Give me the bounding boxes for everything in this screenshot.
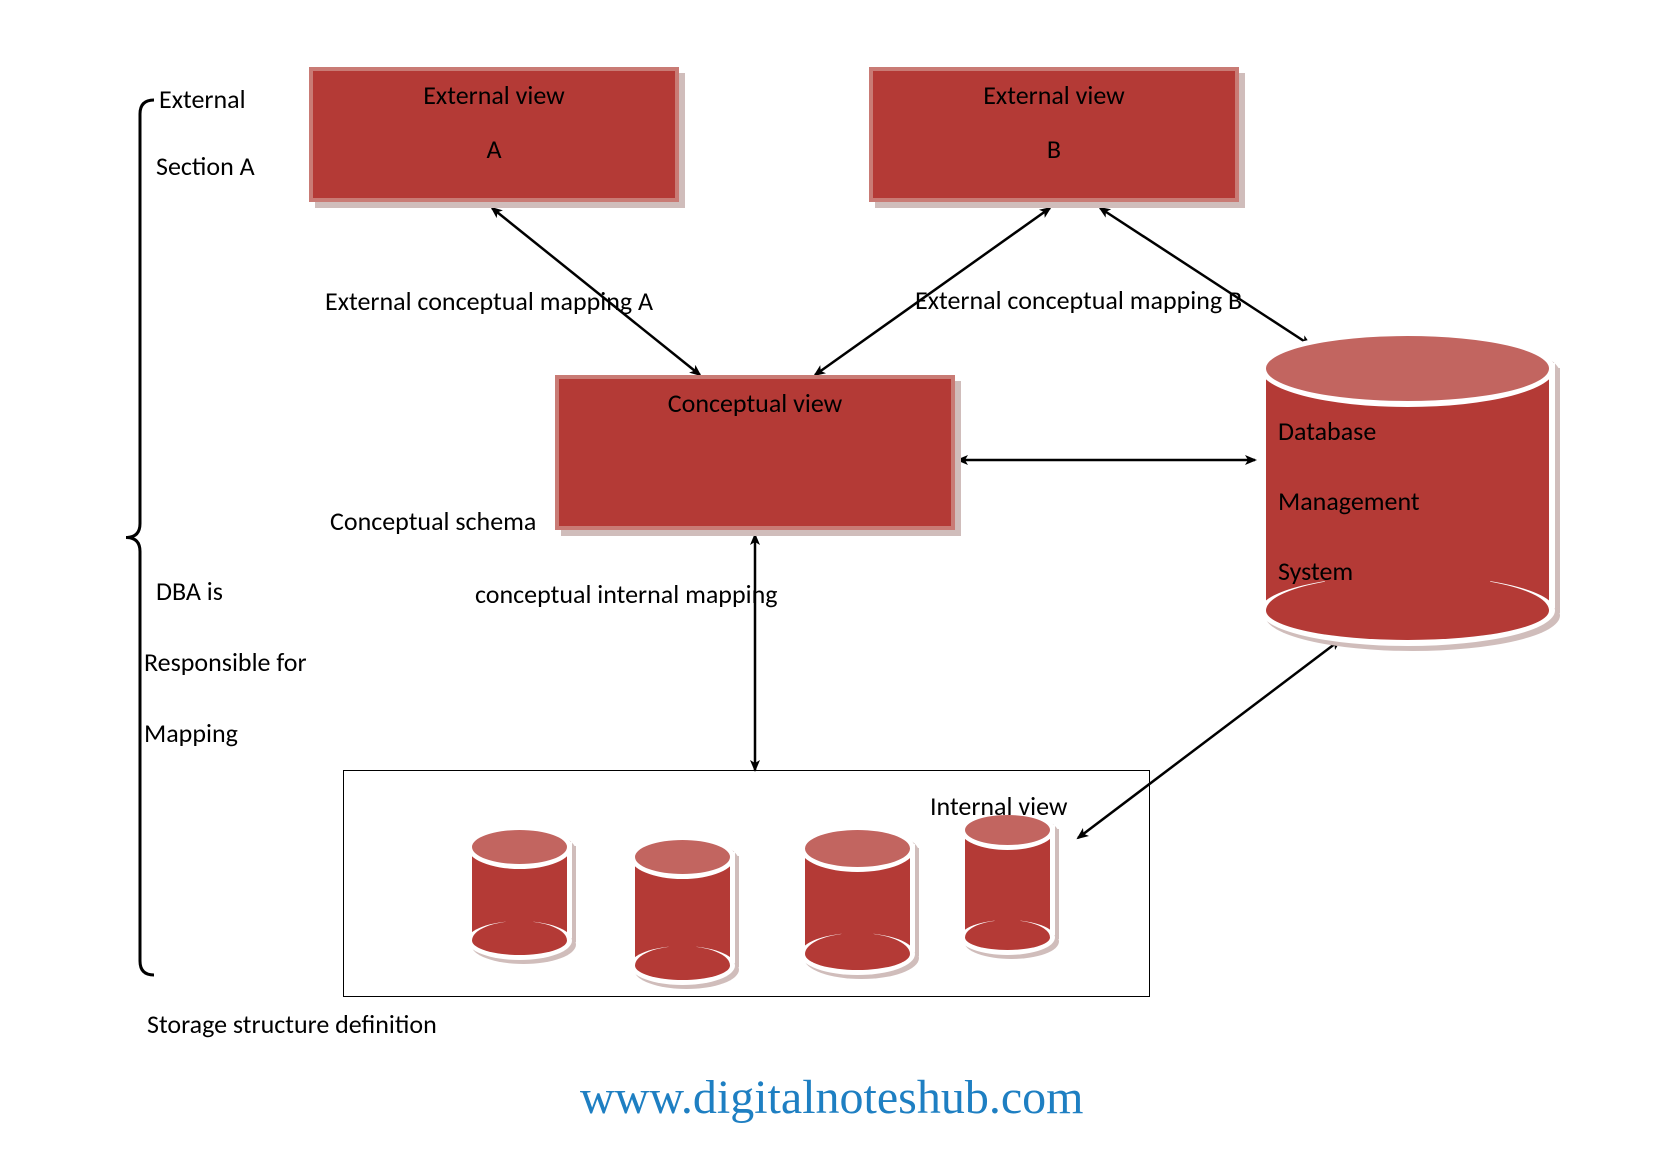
label-ext-map-a: External conceptual mapping A	[325, 285, 653, 317]
label-internal-view: Internal view	[930, 790, 1067, 822]
external-view-b-box: External view B	[869, 67, 1239, 202]
storage-cylinder-1	[467, 825, 572, 955]
label-external: External	[159, 83, 246, 115]
diagram-canvas: External view A External view B Conceptu…	[0, 0, 1675, 1169]
label-conc-int-map: conceptual internal mapping	[475, 578, 777, 610]
label-dba-3: Mapping	[144, 717, 238, 749]
watermark: www.digitalnoteshub.com	[580, 1070, 1083, 1125]
storage-cylinder-2	[630, 835, 735, 980]
dbms-label-line2: Management	[1278, 485, 1420, 517]
label-ext-map-b: External conceptual mapping B	[915, 284, 1242, 316]
external-view-a-box: External view A	[309, 67, 679, 202]
external-view-b-sub: B	[1047, 133, 1061, 165]
dbms-label-line3: System	[1278, 555, 1353, 587]
conceptual-view-title: Conceptual view	[668, 387, 842, 419]
external-view-a-sub: A	[486, 133, 501, 165]
label-dba-2: Responsible for	[144, 646, 307, 678]
external-view-b-title: External view	[983, 79, 1125, 111]
label-conceptual-schema: Conceptual schema	[330, 505, 536, 537]
dbms-label-line1: Database	[1278, 415, 1376, 447]
label-dba-1: DBA is	[156, 575, 223, 607]
dbms-cylinder: Database Management System	[1260, 330, 1555, 640]
conceptual-view-box: Conceptual view	[555, 375, 955, 530]
storage-cylinder-3	[800, 825, 915, 970]
label-section-a: Section A	[156, 150, 255, 182]
label-storage-def: Storage structure definition	[147, 1008, 437, 1040]
storage-cylinder-4	[960, 810, 1055, 950]
external-view-a-title: External view	[423, 79, 565, 111]
